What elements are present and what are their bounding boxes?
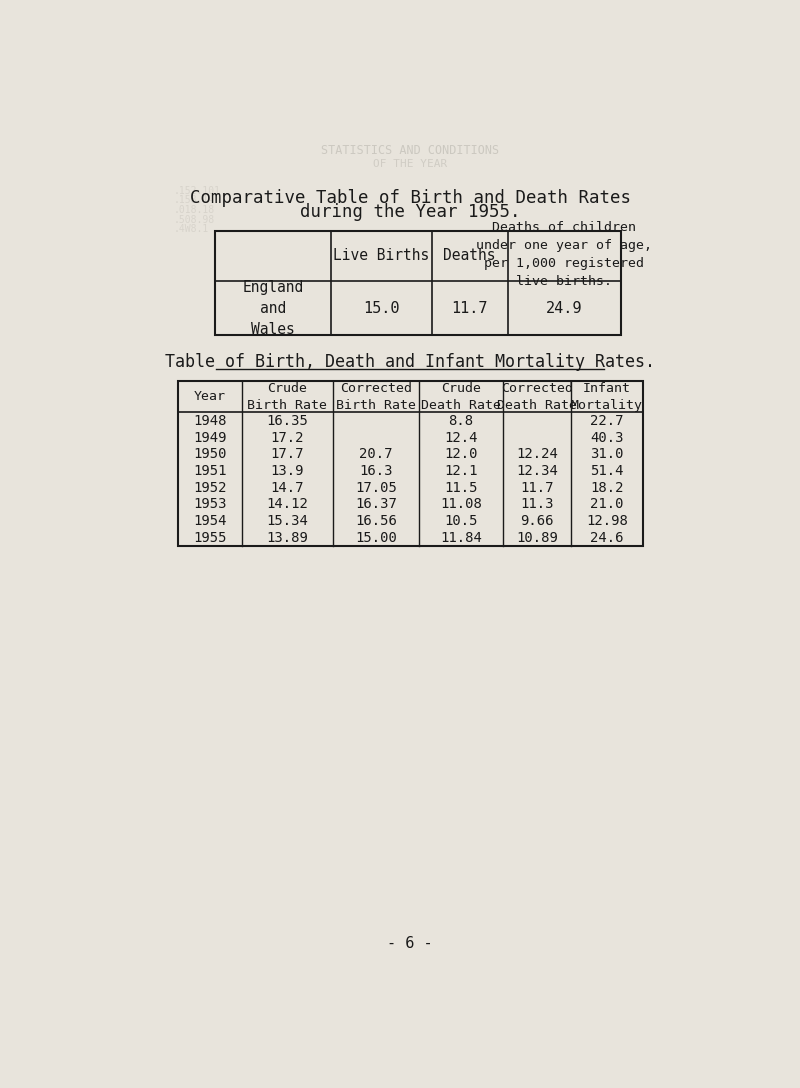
Text: Comparative Table of Birth and Death Rates: Comparative Table of Birth and Death Rat…: [190, 189, 630, 208]
Text: 12.0: 12.0: [445, 447, 478, 461]
Text: 13.9: 13.9: [270, 463, 304, 478]
Text: 9.66: 9.66: [520, 515, 554, 529]
Text: 1951: 1951: [193, 463, 226, 478]
Text: Live Births: Live Births: [333, 248, 430, 263]
Text: 15.0: 15.0: [363, 300, 399, 316]
Text: .152.101: .152.101: [174, 186, 221, 196]
Text: STATISTICS AND CONDITIONS: STATISTICS AND CONDITIONS: [321, 144, 499, 157]
Text: 10.5: 10.5: [445, 515, 478, 529]
Text: 18.2: 18.2: [590, 481, 624, 495]
Text: during the Year 1955.: during the Year 1955.: [300, 203, 520, 221]
Text: Table of Birth, Death and Infant Mortality Rates.: Table of Birth, Death and Infant Mortali…: [165, 353, 655, 371]
Text: 1949: 1949: [193, 431, 226, 445]
Text: 11.7: 11.7: [451, 300, 488, 316]
Text: 12.98: 12.98: [586, 515, 628, 529]
Text: .508.98: .508.98: [174, 214, 214, 225]
Text: - 6 -: - 6 -: [387, 936, 433, 951]
Text: .4W8.1: .4W8.1: [174, 224, 209, 234]
Text: 1948: 1948: [193, 413, 226, 428]
Text: Deaths: Deaths: [443, 248, 496, 263]
Text: 16.56: 16.56: [355, 515, 397, 529]
Text: 51.4: 51.4: [590, 463, 624, 478]
Text: 1955: 1955: [193, 531, 226, 545]
Text: 11.3: 11.3: [520, 497, 554, 511]
Text: Crude
Death Rate: Crude Death Rate: [421, 382, 501, 411]
Text: England
and
Wales: England and Wales: [242, 280, 303, 336]
Text: 11.08: 11.08: [440, 497, 482, 511]
Text: 17.7: 17.7: [270, 447, 304, 461]
Text: 13.89: 13.89: [266, 531, 308, 545]
Text: Corrected
Birth Rate: Corrected Birth Rate: [336, 382, 416, 411]
Text: 15.34: 15.34: [266, 515, 308, 529]
Text: 15.00: 15.00: [355, 531, 397, 545]
Text: .018.18: .018.18: [174, 205, 214, 214]
Text: 1950: 1950: [193, 447, 226, 461]
Text: 8.8: 8.8: [449, 413, 474, 428]
Text: Deaths of children
under one year of age,
per 1,000 registered
live births.: Deaths of children under one year of age…: [476, 221, 652, 287]
Text: 24.6: 24.6: [590, 531, 624, 545]
Text: 10.89: 10.89: [516, 531, 558, 545]
Text: 16.3: 16.3: [359, 463, 393, 478]
Text: 11.5: 11.5: [445, 481, 478, 495]
Text: 1953: 1953: [193, 497, 226, 511]
Text: Corrected
Death Rate: Corrected Death Rate: [497, 382, 577, 411]
Text: 12.4: 12.4: [445, 431, 478, 445]
Text: 22.7: 22.7: [590, 413, 624, 428]
Text: 11.7: 11.7: [520, 481, 554, 495]
Text: 31.0: 31.0: [590, 447, 624, 461]
Text: 40.3: 40.3: [590, 431, 624, 445]
Text: 24.9: 24.9: [546, 300, 582, 316]
Text: 21.0: 21.0: [590, 497, 624, 511]
Text: 11.84: 11.84: [440, 531, 482, 545]
Text: 12.24: 12.24: [516, 447, 558, 461]
Text: Infant
Mortality: Infant Mortality: [571, 382, 643, 411]
Text: 17.2: 17.2: [270, 431, 304, 445]
Text: 1952: 1952: [193, 481, 226, 495]
Text: 14.7: 14.7: [270, 481, 304, 495]
Text: 12.34: 12.34: [516, 463, 558, 478]
Text: .158.1-: .158.1-: [174, 195, 214, 205]
Text: 12.1: 12.1: [445, 463, 478, 478]
Text: 16.35: 16.35: [266, 413, 308, 428]
Text: 17.05: 17.05: [355, 481, 397, 495]
Text: Crude
Birth Rate: Crude Birth Rate: [247, 382, 327, 411]
Text: 16.37: 16.37: [355, 497, 397, 511]
Text: OF THE YEAR: OF THE YEAR: [373, 159, 447, 169]
Text: 1954: 1954: [193, 515, 226, 529]
Text: 14.12: 14.12: [266, 497, 308, 511]
Text: 20.7: 20.7: [359, 447, 393, 461]
Text: Year: Year: [194, 391, 226, 403]
